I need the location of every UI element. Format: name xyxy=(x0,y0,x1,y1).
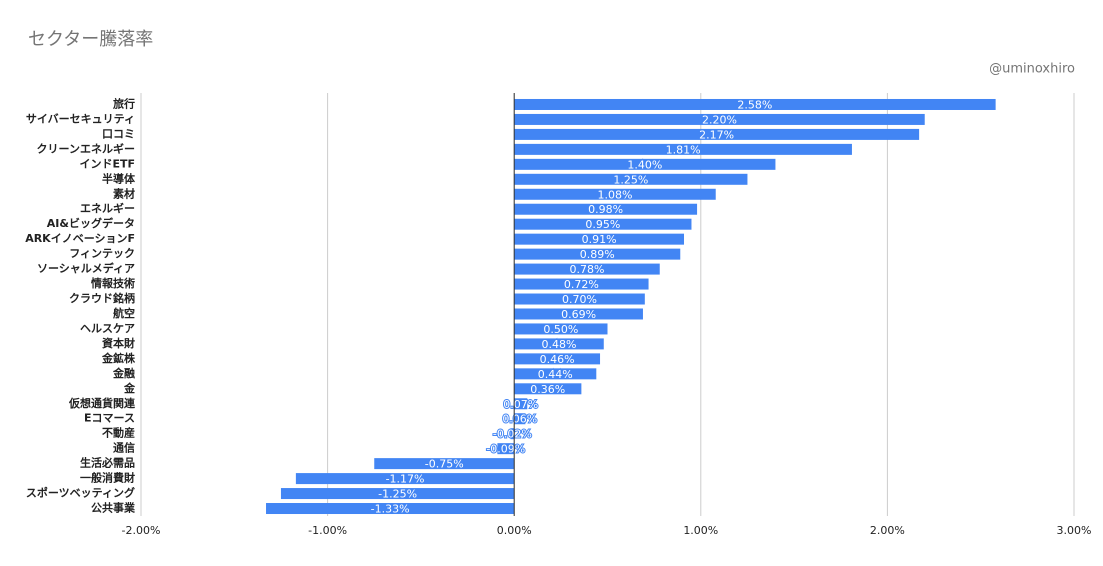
data-label: 0.46% xyxy=(540,353,575,366)
bar xyxy=(514,128,920,140)
data-label: 0.70% xyxy=(562,293,597,306)
data-label: 1.25% xyxy=(613,173,648,186)
y-tick-label: スポーツベッティング xyxy=(26,486,135,500)
x-tick-label: -2.00% xyxy=(122,524,161,537)
y-tick-label: ソーシャルメディア xyxy=(37,261,135,275)
bar xyxy=(514,353,601,365)
y-tick-label: インドETF xyxy=(79,157,135,170)
y-tick-label: 航空 xyxy=(113,306,135,320)
y-tick-label: 情報技術 xyxy=(91,276,135,290)
data-label: 0.72% xyxy=(564,278,599,291)
data-label: 0.98% xyxy=(588,203,623,216)
data-label: 1.08% xyxy=(597,188,632,201)
y-tick-label: 素材 xyxy=(113,186,135,200)
y-tick-label: フィンテック xyxy=(69,247,135,260)
y-tick-label: ヘルスケア xyxy=(80,322,135,335)
bar xyxy=(514,383,582,395)
data-label: -0.09% xyxy=(486,443,525,456)
bar xyxy=(514,368,597,380)
bar xyxy=(514,248,681,260)
bar xyxy=(266,503,515,515)
data-label: 1.40% xyxy=(627,158,662,171)
y-tick-label: 口コミ xyxy=(102,127,135,140)
y-tick-label: 仮想通貨関連 xyxy=(68,396,136,410)
bar xyxy=(514,173,748,185)
bar xyxy=(514,98,996,110)
bar xyxy=(514,413,526,425)
y-tick-label: ARKイノベーションF xyxy=(25,232,135,245)
data-label: 0.78% xyxy=(569,263,604,276)
y-tick-label: 資本財 xyxy=(102,336,135,350)
data-label: -0.75% xyxy=(425,458,464,471)
data-label: -1.17% xyxy=(386,473,425,486)
y-tick-label: クラウド銘柄 xyxy=(69,291,135,305)
x-tick-label: 1.00% xyxy=(683,524,718,537)
data-label: 0.06% xyxy=(502,413,537,426)
y-tick-label: 金 xyxy=(123,381,136,395)
y-tick-label: 生活必需品 xyxy=(80,456,135,470)
bar xyxy=(514,338,604,350)
data-label: 0.69% xyxy=(561,308,596,321)
y-tick-label: 旅行 xyxy=(113,96,135,110)
y-tick-label: 一般消費財 xyxy=(80,471,135,485)
x-tick-label: -1.00% xyxy=(308,524,347,537)
bar xyxy=(514,293,645,305)
bar xyxy=(374,458,515,470)
bar xyxy=(514,203,698,215)
bar xyxy=(514,308,643,320)
watermark: @uminoxhiro xyxy=(989,62,1075,77)
data-label: 2.17% xyxy=(699,128,734,141)
y-tick-label: 金融 xyxy=(112,366,135,380)
y-tick-label: Eコマース xyxy=(84,412,135,425)
bar xyxy=(514,113,925,125)
bar xyxy=(497,443,515,455)
y-tick-label: クリーンエネルギー xyxy=(37,141,135,155)
bar xyxy=(514,398,528,410)
y-tick-label: 通信 xyxy=(113,441,135,455)
y-tick-label: サイバーセキュリティ xyxy=(26,112,135,125)
bar xyxy=(514,278,649,290)
data-label: -1.25% xyxy=(378,488,417,501)
data-label: 0.48% xyxy=(542,338,577,351)
y-tick-label: 半導体 xyxy=(102,171,136,185)
data-label: 0.91% xyxy=(582,233,617,246)
y-tick-label: AI&ビッグデータ xyxy=(47,216,135,230)
data-label: 2.58% xyxy=(737,98,772,111)
data-label: 0.07% xyxy=(503,398,538,411)
y-tick-label: 公共事業 xyxy=(91,501,136,515)
data-label: -1.33% xyxy=(371,503,410,516)
y-tick-label: 不動産 xyxy=(102,426,135,440)
bar xyxy=(514,233,685,245)
data-label: 2.20% xyxy=(702,113,737,126)
bar xyxy=(514,188,716,200)
bar xyxy=(514,218,692,230)
bar xyxy=(514,143,852,155)
data-label: 0.89% xyxy=(580,248,615,261)
y-tick-label: 金鉱株 xyxy=(101,351,136,365)
bar xyxy=(514,158,776,170)
bar xyxy=(514,263,660,275)
data-label: 1.81% xyxy=(666,143,701,156)
bar xyxy=(510,428,515,440)
bar xyxy=(514,323,608,335)
data-label: 0.95% xyxy=(585,218,620,231)
x-tick-label: 0.00% xyxy=(497,524,532,537)
data-label: 0.36% xyxy=(530,383,565,396)
data-label: -0.02% xyxy=(493,428,532,441)
bar xyxy=(280,488,515,500)
data-label: 0.44% xyxy=(538,368,573,381)
bar xyxy=(295,473,515,485)
x-tick-label: 3.00% xyxy=(1057,524,1092,537)
chart-title: セクター騰落率 xyxy=(28,29,153,50)
x-tick-label: 2.00% xyxy=(870,524,905,537)
y-tick-label: エネルギー xyxy=(80,201,135,215)
data-label: 0.50% xyxy=(543,323,578,336)
